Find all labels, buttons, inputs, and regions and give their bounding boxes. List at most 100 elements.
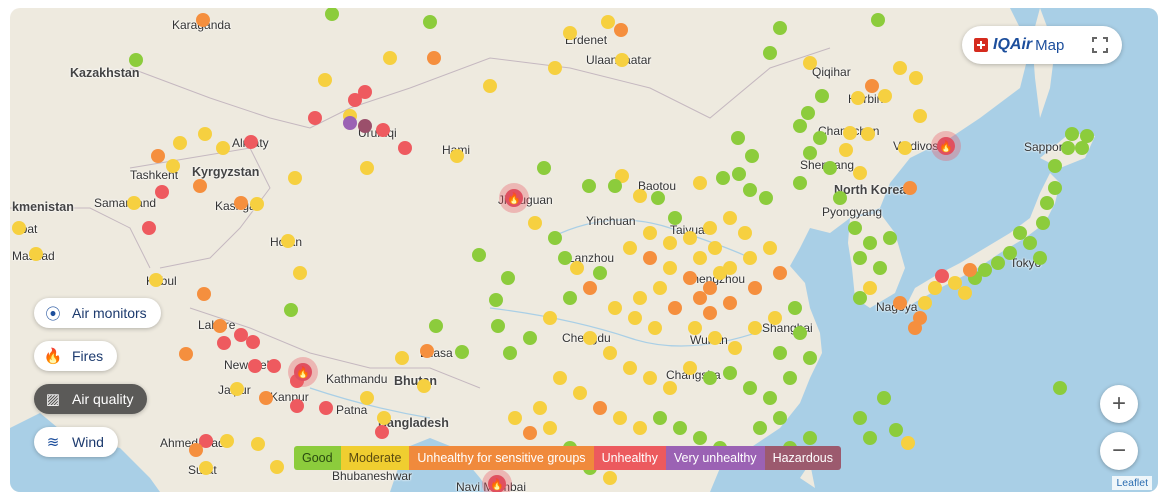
- aqi-station-marker[interactable]: [244, 135, 258, 149]
- aqi-station-marker[interactable]: [603, 471, 617, 485]
- aqi-station-marker[interactable]: [563, 26, 577, 40]
- aqi-station-marker[interactable]: [693, 431, 707, 445]
- aqi-station-marker[interactable]: [763, 391, 777, 405]
- aqi-station-marker[interactable]: [913, 109, 927, 123]
- aqi-station-marker[interactable]: [614, 23, 628, 37]
- aqi-station-marker[interactable]: [683, 361, 697, 375]
- aqi-station-marker[interactable]: [743, 381, 757, 395]
- aqi-station-marker[interactable]: [166, 159, 180, 173]
- aqi-station-marker[interactable]: [427, 51, 441, 65]
- aqi-station-marker[interactable]: [558, 251, 572, 265]
- aqi-station-marker[interactable]: [376, 123, 390, 137]
- aqi-station-marker[interactable]: [663, 381, 677, 395]
- aqi-station-marker[interactable]: [653, 281, 667, 295]
- aqi-station-marker[interactable]: [234, 328, 248, 342]
- aqi-station-marker[interactable]: [281, 234, 295, 248]
- aqi-station-marker[interactable]: [903, 181, 917, 195]
- aqi-station-marker[interactable]: [703, 221, 717, 235]
- aqi-station-marker[interactable]: [813, 131, 827, 145]
- aqi-station-marker[interactable]: [563, 291, 577, 305]
- aqi-station-marker[interactable]: [759, 191, 773, 205]
- aqi-station-marker[interactable]: [523, 331, 537, 345]
- layer-wind-button[interactable]: ≋ Wind: [34, 427, 118, 457]
- aqi-station-marker[interactable]: [788, 301, 802, 315]
- aqi-station-marker[interactable]: [472, 248, 486, 262]
- aqi-station-marker[interactable]: [877, 391, 891, 405]
- aqi-station-marker[interactable]: [1023, 236, 1037, 250]
- aqi-station-marker[interactable]: [199, 461, 213, 475]
- aqi-station-marker[interactable]: [173, 136, 187, 150]
- aqi-station-marker[interactable]: [395, 351, 409, 365]
- aqi-station-marker[interactable]: [1003, 246, 1017, 260]
- aqi-station-marker[interactable]: [293, 266, 307, 280]
- aqi-station-marker[interactable]: [991, 256, 1005, 270]
- aqi-station-marker[interactable]: [523, 426, 537, 440]
- aqi-station-marker[interactable]: [668, 211, 682, 225]
- fire-marker[interactable]: 🔥: [288, 357, 318, 387]
- aqi-station-marker[interactable]: [693, 251, 707, 265]
- aqi-station-marker[interactable]: [633, 291, 647, 305]
- aqi-station-marker[interactable]: [918, 296, 932, 310]
- aqi-station-marker[interactable]: [801, 106, 815, 120]
- aqi-station-marker[interactable]: [889, 423, 903, 437]
- aqi-station-marker[interactable]: [199, 434, 213, 448]
- aqi-station-marker[interactable]: [763, 46, 777, 60]
- aqi-station-marker[interactable]: [863, 236, 877, 250]
- aqi-station-marker[interactable]: [633, 421, 647, 435]
- aqi-station-marker[interactable]: [958, 286, 972, 300]
- aqi-station-marker[interactable]: [935, 269, 949, 283]
- zoom-out-button[interactable]: −: [1100, 432, 1138, 470]
- aqi-station-marker[interactable]: [248, 359, 262, 373]
- aqi-station-marker[interactable]: [383, 51, 397, 65]
- aqi-station-marker[interactable]: [688, 321, 702, 335]
- aqi-station-marker[interactable]: [613, 411, 627, 425]
- aqi-station-marker[interactable]: [533, 401, 547, 415]
- aqi-station-marker[interactable]: [398, 141, 412, 155]
- aqi-station-marker[interactable]: [693, 176, 707, 190]
- aqi-station-marker[interactable]: [651, 191, 665, 205]
- aqi-station-marker[interactable]: [853, 291, 867, 305]
- aqi-station-marker[interactable]: [648, 321, 662, 335]
- aqi-station-marker[interactable]: [893, 296, 907, 310]
- aqi-station-marker[interactable]: [963, 263, 977, 277]
- aqi-station-marker[interactable]: [501, 271, 515, 285]
- aqi-station-marker[interactable]: [179, 347, 193, 361]
- aqi-station-marker[interactable]: [783, 371, 797, 385]
- aqi-station-marker[interactable]: [643, 251, 657, 265]
- aqi-station-marker[interactable]: [1075, 141, 1089, 155]
- aqi-station-marker[interactable]: [716, 171, 730, 185]
- aqi-station-marker[interactable]: [615, 53, 629, 67]
- aqi-station-marker[interactable]: [543, 421, 557, 435]
- aqi-station-marker[interactable]: [673, 421, 687, 435]
- aqi-station-marker[interactable]: [537, 161, 551, 175]
- attribution-link[interactable]: Leaflet: [1112, 476, 1152, 490]
- aqi-station-marker[interactable]: [508, 411, 522, 425]
- aqi-station-marker[interactable]: [803, 351, 817, 365]
- aqi-station-marker[interactable]: [833, 191, 847, 205]
- aqi-station-marker[interactable]: [251, 437, 265, 451]
- iqair-map-badge[interactable]: IQAir Map: [962, 26, 1122, 64]
- aqi-station-marker[interactable]: [738, 226, 752, 240]
- aqi-station-marker[interactable]: [871, 13, 885, 27]
- aqi-station-marker[interactable]: [1065, 127, 1079, 141]
- aqi-station-marker[interactable]: [234, 196, 248, 210]
- aqi-station-marker[interactable]: [633, 189, 647, 203]
- aqi-station-marker[interactable]: [793, 176, 807, 190]
- aqi-station-marker[interactable]: [142, 221, 156, 235]
- aqi-station-marker[interactable]: [773, 266, 787, 280]
- aqi-station-marker[interactable]: [429, 319, 443, 333]
- aqi-station-marker[interactable]: [898, 141, 912, 155]
- layer-air-quality-button[interactable]: ▨ Air quality: [34, 384, 148, 414]
- aqi-station-marker[interactable]: [548, 231, 562, 245]
- aqi-station-marker[interactable]: [198, 127, 212, 141]
- map-frame[interactable]: KaragandaKazakhstanKyrgyzstanAlmatyTashk…: [10, 8, 1158, 492]
- aqi-station-marker[interactable]: [713, 266, 727, 280]
- aqi-station-marker[interactable]: [1053, 381, 1067, 395]
- aqi-station-marker[interactable]: [608, 179, 622, 193]
- aqi-station-marker[interactable]: [491, 319, 505, 333]
- aqi-station-marker[interactable]: [843, 126, 857, 140]
- aqi-station-marker[interactable]: [423, 15, 437, 29]
- aqi-station-marker[interactable]: [861, 127, 875, 141]
- base-map[interactable]: [10, 8, 1158, 492]
- aqi-station-marker[interactable]: [220, 434, 234, 448]
